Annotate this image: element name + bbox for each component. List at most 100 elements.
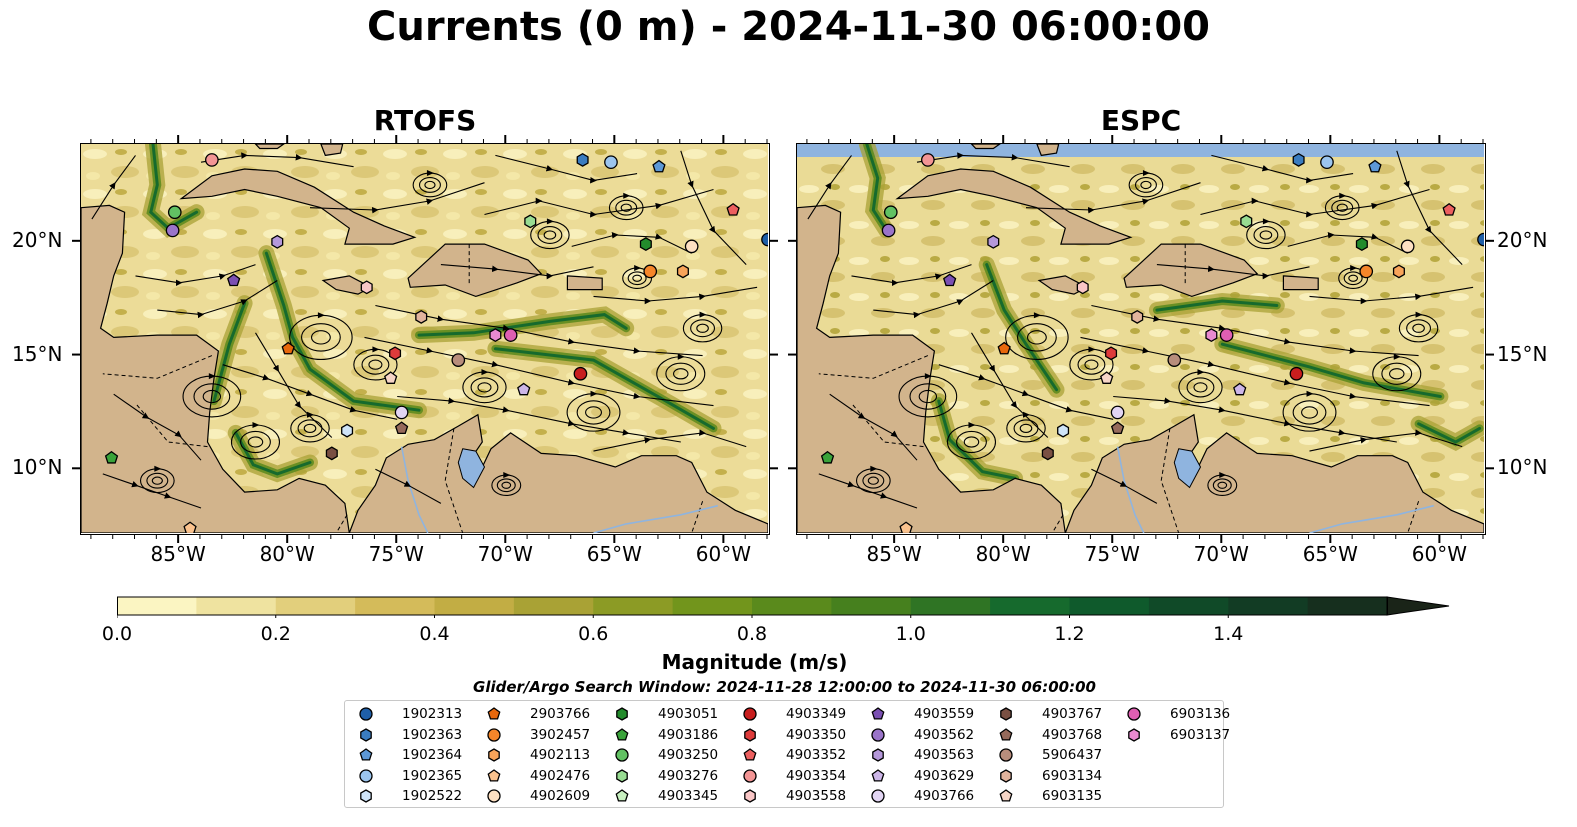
rtofs-lon-tick-label: 70°W: [477, 542, 533, 566]
legend-label: 4903349: [786, 706, 847, 722]
espc-float-6903134[interactable]: [1131, 309, 1144, 324]
espc-float-1902522[interactable]: [1057, 423, 1070, 438]
espc-float-4903558[interactable]: [1076, 280, 1089, 295]
espc-float-4903350[interactable]: [1105, 346, 1118, 361]
espc-float-4903767[interactable]: [1041, 446, 1054, 461]
rtofs-eddie-contour: [146, 472, 169, 489]
rtofs-float-1902365[interactable]: [604, 155, 618, 170]
espc-float-4903349[interactable]: [1289, 366, 1304, 381]
legend-marker-hexagon: [1128, 727, 1140, 742]
colorbar-tick-label: 0.6: [578, 623, 609, 645]
rtofs-float-5906437[interactable]: [451, 353, 466, 367]
rtofs-float-1902363[interactable]: [576, 152, 589, 167]
rtofs-map-svg: [81, 144, 768, 533]
rtofs-float-2903766[interactable]: [281, 341, 295, 355]
colorbar: [117, 596, 1450, 618]
rtofs-float-4903250[interactable]: [167, 205, 182, 220]
rtofs-streamline: [222, 364, 398, 420]
espc-eddie-contour: [1292, 400, 1327, 425]
rtofs-float-3902457[interactable]: [643, 264, 658, 279]
espc-float-6903135[interactable]: [1100, 371, 1114, 384]
espc-float-4903051[interactable]: [1355, 237, 1368, 252]
rtofs-float-1902522[interactable]: [341, 423, 354, 438]
espc-eddie-contour: [1336, 203, 1348, 212]
rtofs-float-1902364[interactable]: [652, 159, 666, 173]
rtofs-float-6903135[interactable]: [384, 371, 398, 384]
rtofs-float-4903558[interactable]: [360, 280, 373, 295]
rtofs-float-4903766[interactable]: [394, 405, 409, 420]
espc-float-4903562[interactable]: [881, 223, 896, 238]
espc-float-1902363[interactable]: [1292, 152, 1305, 167]
espc-stream-arrow: [1262, 218, 1270, 225]
legend-marker-hexagon: [744, 789, 756, 803]
espc-float-4903354[interactable]: [921, 153, 935, 167]
rtofs-float-4902609[interactable]: [684, 239, 699, 254]
colorbar-tick-label: 1.4: [1213, 623, 1244, 645]
legend-label: 4902609: [530, 788, 591, 804]
espc-land-central-america: [797, 204, 1066, 533]
legend-marker-circle: [999, 748, 1013, 762]
rtofs-country-border: [691, 501, 704, 533]
espc-float-4903766[interactable]: [1110, 405, 1125, 420]
espc-float-4903250[interactable]: [883, 205, 898, 220]
rtofs-float-4903767[interactable]: [325, 446, 338, 461]
espc-float-6903136[interactable]: [1219, 328, 1234, 342]
rtofs-eddie-contour: [151, 476, 163, 485]
rtofs-float-4903768[interactable]: [394, 421, 409, 435]
espc-eddie-contour: [1212, 478, 1232, 493]
rtofs-float-1902313[interactable]: [761, 232, 768, 247]
colorbar-tick-label: 0.0: [101, 623, 133, 645]
rtofs-eddie-contour: [470, 377, 499, 398]
espc-float-4903768[interactable]: [1110, 421, 1125, 435]
espc-stream-arrow: [1219, 472, 1227, 479]
colorbar-bin: [513, 597, 594, 615]
rtofs-current-map[interactable]: [80, 143, 770, 535]
rtofs-float-4903186[interactable]: [104, 450, 119, 464]
rtofs-float-4903051[interactable]: [639, 237, 652, 252]
rtofs-eddie-contour: [368, 359, 383, 370]
espc-float-4903559[interactable]: [943, 273, 957, 287]
rtofs-country-border: [335, 514, 348, 533]
espc-stream-arrow: [1306, 390, 1314, 397]
espc-float-4903629[interactable]: [1233, 382, 1247, 396]
rtofs-float-4903629[interactable]: [517, 382, 531, 396]
espc-float-1902313[interactable]: [1477, 232, 1484, 247]
espc-float-4902609[interactable]: [1400, 239, 1415, 254]
rtofs-float-4902113[interactable]: [676, 264, 689, 279]
espc-float-3902457[interactable]: [1359, 264, 1374, 279]
espc-current-map[interactable]: [796, 143, 1486, 535]
espc-float-2903766[interactable]: [997, 341, 1011, 355]
rtofs-streamline: [571, 232, 692, 254]
espc-float-4903352[interactable]: [1442, 202, 1456, 216]
rtofs-float-4903559[interactable]: [227, 273, 241, 287]
legend-label: 4902113: [530, 747, 591, 763]
rtofs-float-6903134[interactable]: [415, 309, 428, 324]
rtofs-float-4903352[interactable]: [726, 202, 740, 216]
espc-country-border: [818, 355, 929, 379]
espc-float-5906437[interactable]: [1167, 353, 1182, 367]
rtofs-float-4903350[interactable]: [389, 346, 402, 361]
rtofs-float-4903276[interactable]: [524, 214, 537, 229]
rtofs-panel-title: RTOFS: [373, 104, 477, 137]
espc-float-4903563[interactable]: [987, 234, 1000, 249]
rtofs-float-6903137[interactable]: [489, 328, 502, 343]
espc-lon-tick-label: 80°W: [975, 542, 1031, 566]
rtofs-float-4903563[interactable]: [271, 234, 284, 249]
espc-stream-arrow: [1197, 369, 1205, 376]
rtofs-float-4902476[interactable]: [183, 521, 197, 533]
espc-float-4903186[interactable]: [820, 450, 835, 464]
rtofs-float-6903136[interactable]: [503, 328, 518, 342]
espc-float-1902364[interactable]: [1368, 159, 1382, 173]
espc-lon-tick-label: 70°W: [1193, 542, 1249, 566]
espc-float-4902113[interactable]: [1392, 264, 1405, 279]
espc-land-south-america: [1064, 413, 1484, 533]
espc-float-6903137[interactable]: [1205, 328, 1218, 343]
rtofs-float-4903562[interactable]: [165, 223, 180, 238]
rtofs-float-4903354[interactable]: [205, 153, 219, 167]
espc-float-1902365[interactable]: [1320, 155, 1334, 170]
rtofs-float-4903349[interactable]: [573, 366, 588, 381]
espc-streamline: [1156, 264, 1310, 280]
espc-float-4903276[interactable]: [1240, 214, 1253, 229]
espc-float-4902476[interactable]: [899, 521, 913, 533]
espc-streamline: [1200, 188, 1430, 218]
